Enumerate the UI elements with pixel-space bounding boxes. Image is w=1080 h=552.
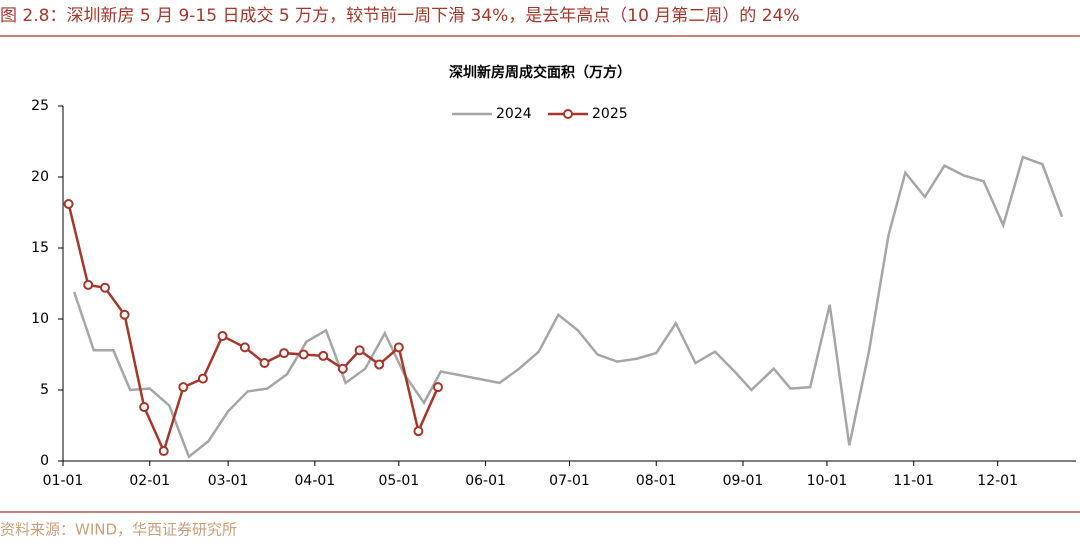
point <box>99 282 110 293</box>
y-tick-label: 10 <box>31 311 49 327</box>
point <box>158 446 169 457</box>
page-title: 图 2.8：深圳新房 5 月 9-15 日成交 5 万方，较节前一周下滑 34%… <box>0 6 800 26</box>
legend-marker <box>563 109 573 119</box>
point <box>354 345 365 356</box>
point <box>63 198 74 209</box>
y-tick-label: 15 <box>31 240 49 256</box>
series-line <box>67 203 440 455</box>
point <box>298 349 309 360</box>
x-tick-label: 05-01 <box>378 473 419 489</box>
legend-label: 2025 <box>592 106 628 122</box>
x-tick-label: 12-01 <box>977 473 1018 489</box>
point <box>432 382 443 393</box>
y-tick-label: 25 <box>31 98 49 114</box>
legend-label: 2024 <box>496 106 532 122</box>
y-tick-label: 5 <box>40 382 49 398</box>
x-tick-label: 03-01 <box>208 473 249 489</box>
point <box>374 359 385 370</box>
x-tick-label: 06-01 <box>465 473 506 489</box>
y-tick-label: 20 <box>31 169 49 185</box>
point <box>259 358 270 369</box>
chart-title: 深圳新房周成交面积（万方） <box>449 64 631 81</box>
x-tick-label: 07-01 <box>549 473 590 489</box>
x-tick-label: 09-01 <box>723 473 764 489</box>
point <box>217 331 228 342</box>
point <box>239 342 250 353</box>
x-tick-label: 01-01 <box>43 473 84 489</box>
point <box>178 382 189 393</box>
x-tick-label: 02-01 <box>129 473 170 489</box>
x-tick-label: 04-01 <box>295 473 336 489</box>
source: 资料来源：WIND，华西证券研究所 <box>0 521 237 539</box>
point <box>393 342 404 353</box>
y-tick-label: 0 <box>40 453 49 469</box>
point <box>279 348 290 359</box>
x-tick-label: 10-01 <box>807 473 848 489</box>
point <box>83 279 94 290</box>
series-line <box>73 155 1064 459</box>
point <box>197 373 208 384</box>
point <box>139 402 150 413</box>
point <box>337 363 348 374</box>
x-tick-label: 08-01 <box>636 473 677 489</box>
point <box>413 426 424 437</box>
point <box>119 309 130 320</box>
point <box>318 350 329 361</box>
x-tick-label: 11-01 <box>893 473 934 489</box>
